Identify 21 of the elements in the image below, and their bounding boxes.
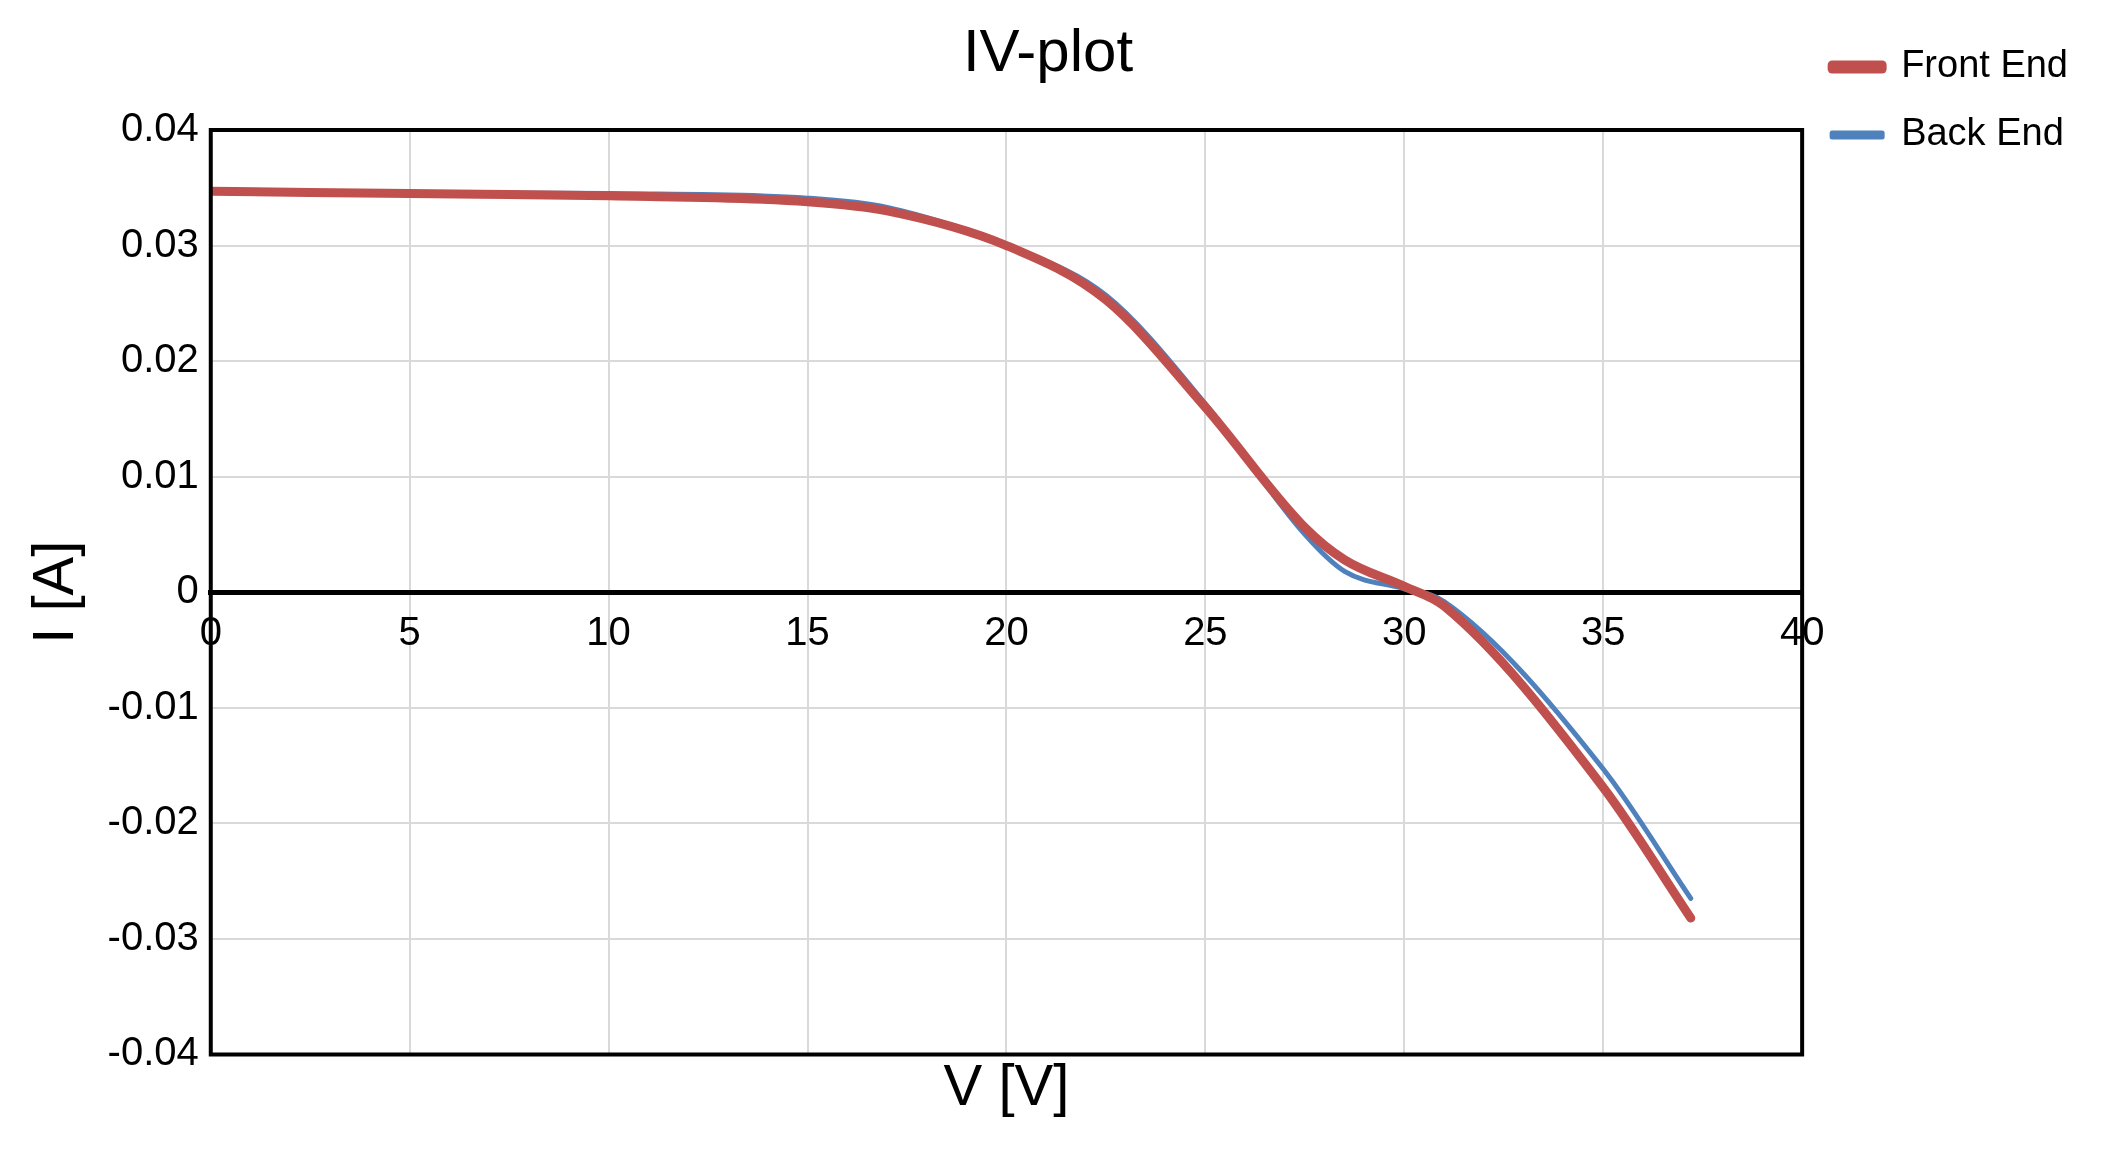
y-tick-label: 0.01 <box>120 451 199 496</box>
y-axis-title: I [A] <box>19 540 85 644</box>
x-tick-label: 30 <box>1382 609 1427 654</box>
x-tick-label: 20 <box>984 609 1029 654</box>
x-axis-title: V [V] <box>943 1052 1070 1118</box>
legend-label: Front End <box>1901 43 2069 86</box>
y-tick-label: 0.03 <box>120 220 199 265</box>
y-tick-label: 0.02 <box>120 336 199 381</box>
y-tick-label: 0.04 <box>120 105 199 150</box>
x-tick-label: 35 <box>1580 609 1626 654</box>
x-tick-label: 5 <box>398 609 421 654</box>
y-tick-label: -0.04 <box>107 1029 199 1074</box>
y-tick-label: -0.03 <box>107 913 199 958</box>
legend-label: Back End <box>1901 111 2064 154</box>
y-tick-label: -0.01 <box>107 682 199 727</box>
x-tick-label: 25 <box>1183 609 1228 654</box>
y-tick-label: 0 <box>176 567 199 612</box>
chart-title: IV-plot <box>962 16 1134 84</box>
x-tick-label: 15 <box>785 609 830 654</box>
x-tick-label: 10 <box>586 609 631 654</box>
y-tick-label: -0.02 <box>107 798 199 843</box>
